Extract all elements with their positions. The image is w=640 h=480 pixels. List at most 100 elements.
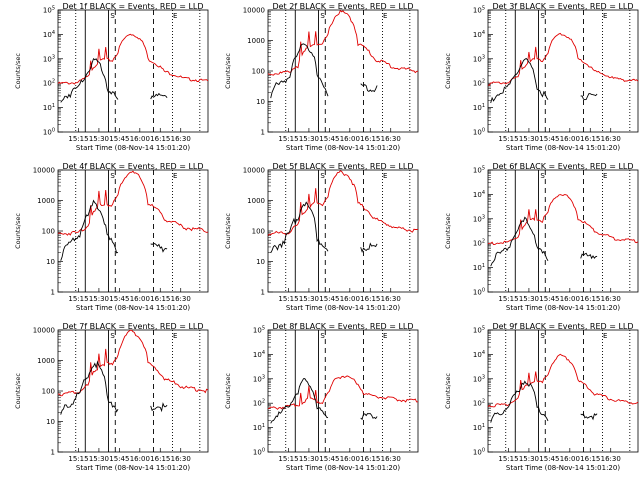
panel-det-2: Det 2f BLACK = Events, RED = LLD Counts/s… (224, 2, 419, 152)
x-tick-label: 15:30 (89, 135, 109, 143)
y-tick-label: 100 (42, 388, 55, 396)
panel-title: Det 1f BLACK = Events, RED = LLD (62, 2, 203, 11)
panel-det-6: Det 6f BLACK = Events, RED = LLD Counts/s… (444, 162, 639, 312)
y-tick-label: 103 (473, 54, 485, 63)
x-tick-label: 15:45 (539, 295, 559, 303)
y-tick-label: 100 (473, 128, 485, 137)
x-tick-label: 16:15 (360, 135, 380, 143)
y-tick-label: 1 (51, 289, 55, 297)
y-tick-label: 105 (473, 6, 485, 15)
events-series-line (150, 92, 168, 100)
x-tick-label: 15:15 (68, 455, 88, 463)
y-tick-label: 103 (253, 374, 265, 383)
panel-title: Det 7f BLACK = Events, RED = LLD (62, 322, 203, 331)
x-tick-label: 15:45 (109, 135, 129, 143)
x-tick-label: 16:30 (381, 135, 401, 143)
events-series-line (360, 83, 378, 93)
plot-frame (267, 9, 419, 133)
x-tick-label: 16:00 (130, 135, 150, 143)
start-end-marker: S (110, 332, 115, 340)
panel-title: Det 8f BLACK = Events, RED = LLD (272, 322, 413, 331)
lld-series-line (57, 329, 209, 397)
y-tick-label: 101 (253, 423, 265, 432)
y-tick-label: 1000 (37, 357, 55, 365)
start-end-marker: E (383, 332, 387, 340)
y-tick-label: 101 (43, 103, 55, 112)
lld-series-line (267, 375, 419, 410)
lld-series-line (487, 32, 639, 86)
x-tick-label: 15:45 (319, 295, 339, 303)
events-series-line (360, 242, 378, 254)
y-tick-label: 100 (253, 448, 265, 457)
y-axis-label: Counts/sec (14, 53, 22, 89)
x-axis-title: Start Time (08-Nov-14 15:01:20) (76, 304, 190, 312)
x-tick-label: 16:30 (601, 295, 621, 303)
start-end-marker: E (603, 12, 607, 20)
x-tick-label: 15:30 (299, 135, 319, 143)
start-end-marker: E (173, 172, 177, 180)
panel-title: Det 9f BLACK = Events, RED = LLD (492, 322, 633, 331)
x-tick-label: 16:15 (150, 135, 170, 143)
x-tick-label: 15:30 (519, 135, 539, 143)
y-tick-label: 104 (473, 30, 485, 39)
y-tick-label: 10000 (243, 7, 265, 15)
y-axis-label: Counts/sec (444, 373, 452, 409)
y-tick-label: 100 (252, 228, 265, 236)
x-tick-label: 15:15 (278, 455, 298, 463)
events-series-line (270, 378, 329, 424)
y-tick-label: 10 (46, 418, 55, 426)
y-tick-label: 103 (43, 54, 55, 63)
x-axis-title: Start Time (08-Nov-14 15:01:20) (286, 144, 400, 152)
y-tick-label: 10 (256, 98, 265, 106)
y-tick-label: 105 (253, 326, 265, 335)
x-axis-title: Start Time (08-Nov-14 15:01:20) (76, 464, 190, 472)
start-end-marker: S (540, 332, 545, 340)
plot-frame (267, 329, 419, 453)
y-tick-label: 101 (473, 263, 485, 272)
y-tick-label: 1000 (247, 197, 265, 205)
x-axis-title: Start Time (08-Nov-14 15:01:20) (286, 304, 400, 312)
plot-frame (267, 169, 419, 293)
events-series-line (490, 216, 549, 267)
events-series-line (60, 57, 119, 103)
events-series-line (490, 380, 549, 423)
y-tick-label: 105 (43, 6, 55, 15)
lld-series-line (57, 33, 209, 85)
y-tick-label: 10 (46, 258, 55, 266)
x-tick-label: 15:30 (519, 455, 539, 463)
y-tick-label: 100 (252, 68, 265, 76)
x-tick-label: 15:30 (89, 455, 109, 463)
x-tick-label: 15:45 (319, 135, 339, 143)
y-axis-label: Counts/sec (444, 53, 452, 89)
x-tick-label: 15:45 (319, 455, 339, 463)
panel-det-5: Det 5f BLACK = Events, RED = LLD Counts/s… (224, 162, 419, 312)
panel-title: Det 4f BLACK = Events, RED = LLD (62, 162, 203, 171)
x-tick-label: 15:30 (519, 295, 539, 303)
y-tick-label: 10 (256, 258, 265, 266)
panel-det-3: Det 3f BLACK = Events, RED = LLD Counts/s… (444, 2, 639, 152)
y-tick-label: 102 (473, 239, 485, 248)
start-end-marker: E (383, 172, 387, 180)
x-tick-label: 16:15 (360, 295, 380, 303)
y-axis-label: Counts/sec (14, 373, 22, 409)
start-end-marker: E (173, 12, 177, 20)
events-series-line (60, 360, 119, 415)
x-tick-label: 15:15 (68, 135, 88, 143)
events-series-line (490, 57, 549, 104)
panel-det-1: Det 1f BLACK = Events, RED = LLD Counts/s… (14, 2, 209, 152)
x-tick-label: 15:15 (498, 135, 518, 143)
y-tick-label: 102 (473, 79, 485, 88)
plot-frame (487, 329, 639, 453)
y-tick-label: 1 (261, 289, 265, 297)
y-tick-label: 104 (473, 350, 485, 359)
y-tick-label: 103 (473, 214, 485, 223)
x-tick-label: 16:00 (560, 455, 580, 463)
x-tick-label: 15:45 (109, 295, 129, 303)
plot-frame (57, 9, 209, 133)
start-end-marker: S (540, 172, 545, 180)
events-series-line (580, 413, 598, 421)
panel-title: Det 6f BLACK = Events, RED = LLD (492, 162, 633, 171)
y-tick-label: 100 (43, 128, 55, 137)
x-tick-label: 16:00 (560, 295, 580, 303)
